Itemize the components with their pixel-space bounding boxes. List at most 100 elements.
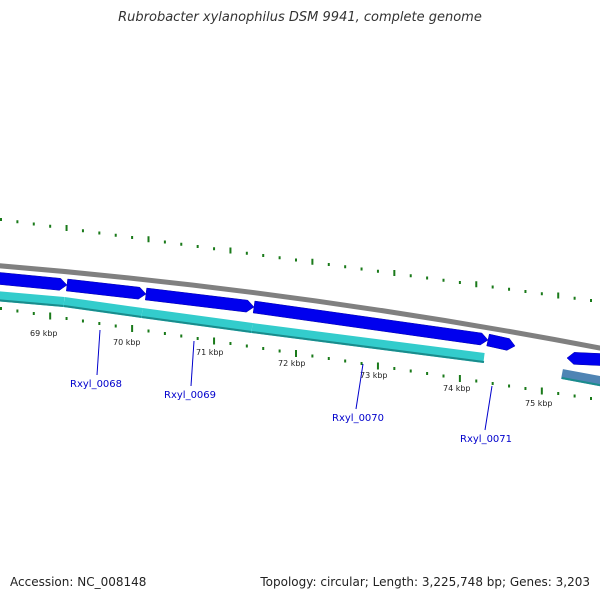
- gene-arrow: [566, 352, 600, 366]
- map-title: Rubrobacter xylanophilus DSM 9941, compl…: [118, 10, 482, 25]
- tick-mark: [442, 278, 445, 282]
- inner-tick-ring: [0, 307, 592, 400]
- tick-mark: [32, 312, 35, 315]
- tick-mark: [245, 251, 248, 255]
- kbp-label: 75 kbp: [525, 399, 553, 408]
- tick-mark: [163, 332, 166, 335]
- tick-mark: [557, 292, 560, 299]
- tick-mark: [229, 247, 232, 254]
- tick-mark: [426, 372, 429, 375]
- tick-mark: [65, 317, 68, 320]
- tick-mark: [147, 329, 150, 333]
- tick-mark: [262, 347, 265, 350]
- gene-arrow: [252, 300, 489, 346]
- kbp-label: 72 kbp: [278, 359, 306, 368]
- tick-mark: [131, 325, 134, 332]
- tick-mark: [557, 392, 560, 395]
- tick-mark: [229, 342, 232, 345]
- tick-mark: [278, 256, 281, 260]
- gene-label-rxyl-0070[interactable]: Rxyl_0070: [332, 413, 384, 424]
- cds-bar: [141, 308, 253, 333]
- tick-mark: [475, 379, 478, 383]
- tick-mark: [81, 229, 84, 233]
- tick-mark: [311, 258, 314, 265]
- rna-bar-edge: [561, 377, 600, 387]
- tick-mark: [540, 292, 543, 296]
- tick-mark: [524, 290, 527, 293]
- genome-backbone: [0, 263, 600, 351]
- kbp-label: 69 kbp: [30, 329, 58, 338]
- tick-mark: [114, 324, 117, 328]
- outer-tick-ring: [0, 218, 592, 302]
- tick-mark: [16, 309, 19, 313]
- tick-mark: [491, 285, 494, 289]
- tick-mark: [0, 218, 2, 221]
- kbp-label: 70 kbp: [113, 338, 141, 347]
- gene-label-rxyl-0068[interactable]: Rxyl_0068: [70, 379, 122, 390]
- tick-mark: [180, 242, 183, 246]
- tick-mark: [65, 225, 68, 231]
- tick-mark: [147, 236, 150, 243]
- tick-mark: [590, 299, 592, 302]
- gene-label-connector: [484, 385, 493, 431]
- tick-mark: [295, 350, 297, 357]
- kbp-label: 71 kbp: [196, 348, 224, 357]
- tick-mark: [295, 258, 297, 262]
- tick-mark: [573, 394, 576, 398]
- gene-arrow: [145, 287, 255, 313]
- tick-mark: [442, 374, 445, 378]
- tick-mark: [573, 296, 576, 300]
- tick-mark: [98, 231, 101, 235]
- tick-mark: [508, 287, 511, 291]
- tick-mark: [213, 337, 216, 345]
- gene-label-rxyl-0069[interactable]: Rxyl_0069: [164, 390, 216, 401]
- tick-mark: [327, 357, 330, 360]
- gene-label-connector: [96, 329, 101, 376]
- tick-mark: [475, 281, 478, 288]
- gene-label-connector: [355, 363, 364, 410]
- kbp-label: 73 kbp: [360, 371, 388, 380]
- tick-mark: [278, 349, 281, 353]
- tick-mark: [49, 224, 52, 228]
- tick-mark: [311, 354, 314, 358]
- tick-mark: [32, 222, 35, 226]
- tick-mark: [213, 247, 216, 251]
- cds-bar-edge: [141, 316, 253, 333]
- tick-mark: [262, 254, 265, 257]
- tick-mark: [49, 312, 52, 320]
- tick-mark: [491, 382, 494, 385]
- tick-mark: [409, 369, 412, 373]
- tick-mark: [344, 359, 347, 363]
- tick-mark: [98, 322, 101, 325]
- kbp-label: 74 kbp: [443, 384, 471, 393]
- tick-mark: [360, 267, 363, 271]
- genome-summary-text: Topology: circular; Length: 3,225,748 bp…: [260, 575, 590, 589]
- tick-mark: [114, 233, 117, 237]
- gene-track: [0, 272, 600, 387]
- tick-mark: [508, 384, 511, 388]
- cds-bar: [63, 297, 143, 318]
- rna-bar: [561, 369, 600, 387]
- tick-mark: [0, 307, 2, 310]
- tick-mark: [393, 367, 396, 370]
- tick-mark: [131, 236, 134, 239]
- tick-mark: [344, 265, 347, 269]
- cds-bar: [0, 291, 65, 307]
- cds-bar-edge: [63, 305, 143, 318]
- tick-mark: [540, 387, 543, 395]
- gene-arrow: [486, 333, 516, 351]
- tick-mark: [245, 344, 248, 348]
- gene-label-connector: [190, 340, 195, 387]
- tick-mark: [376, 362, 379, 370]
- tick-mark: [524, 387, 527, 390]
- tick-mark: [376, 269, 379, 273]
- cds-bar: [251, 323, 485, 363]
- tick-mark: [409, 274, 412, 278]
- tick-mark: [393, 270, 396, 276]
- tick-mark: [458, 375, 461, 382]
- tick-mark: [163, 240, 166, 244]
- tick-mark: [16, 220, 19, 224]
- gene-label-rxyl-0071[interactable]: Rxyl_0071: [460, 434, 512, 445]
- tick-mark: [360, 362, 363, 365]
